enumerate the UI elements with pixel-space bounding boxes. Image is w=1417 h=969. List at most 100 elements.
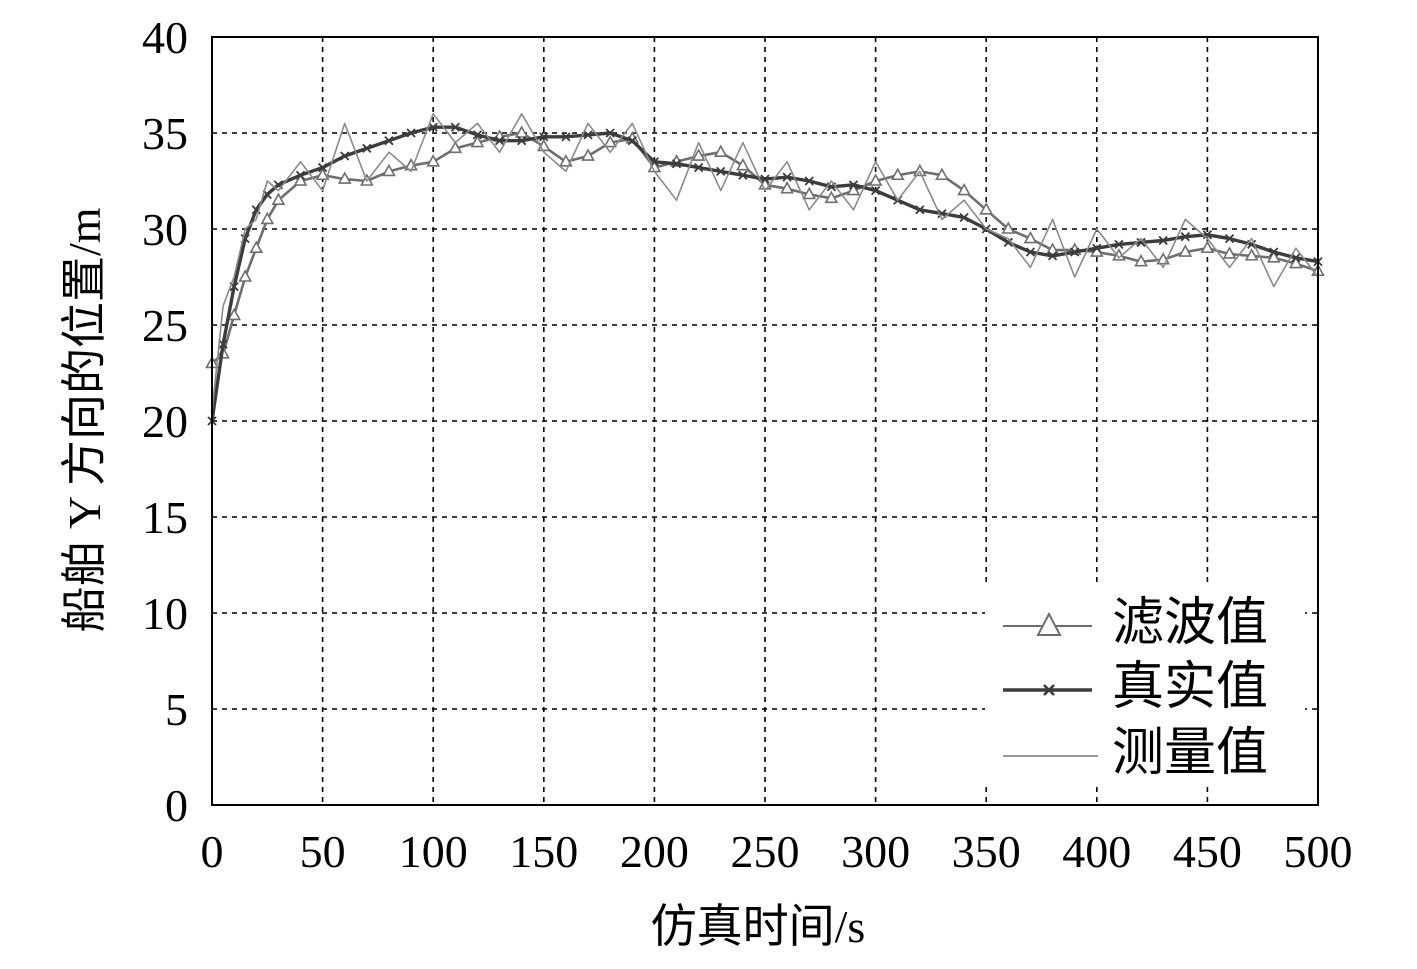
data-point-true [671,159,682,169]
data-point-filtered [603,134,618,148]
series-group [205,113,1325,426]
legend-box [985,585,1305,785]
x-tick-label: 250 [731,826,800,877]
data-point-true [539,132,549,142]
data-point-true [362,143,372,153]
data-point-filtered [470,134,485,148]
y-tick-label: 30 [142,204,188,255]
data-point-filtered [824,190,839,204]
x-tick-label: 100 [399,826,468,877]
data-point-true [517,136,527,146]
x-axis-title: 仿真时间/s [651,901,866,952]
legend-label-measured: 测量值 [1112,725,1268,782]
data-point-true [870,185,881,196]
legend-label-true: 真实值 [1112,659,1268,716]
data-point-filtered [581,148,595,161]
data-point-true [1202,230,1213,240]
series-measured [211,113,1319,412]
data-point-filtered [227,307,241,321]
data-point-filtered [559,154,573,167]
data-point-true [1114,239,1124,249]
data-point-filtered [1244,248,1259,261]
data-point-filtered [1023,230,1038,244]
data-point-filtered [713,144,728,157]
data-point-true [494,136,505,146]
data-point-true [605,128,615,138]
x-tick-label: 50 [300,826,346,877]
data-point-filtered [1289,255,1303,269]
legend: 滤波值 真实值 测量值 [985,585,1305,785]
x-tick-label: 0 [201,826,224,877]
data-point-true [218,339,228,349]
data-point-true [627,136,637,146]
data-point-filtered [1222,246,1237,259]
data-point-filtered [736,157,750,171]
data-point-true [716,166,726,177]
x-tick-label: 450 [1173,826,1242,877]
y-tick-label: 5 [165,684,188,735]
y-tick-label: 10 [142,588,188,639]
data-point-true [959,212,969,223]
data-point-filtered [238,269,253,282]
data-point-filtered [802,186,817,200]
data-point-filtered [1134,253,1148,267]
data-point-true [915,205,925,215]
data-point-true [340,151,350,161]
data-point-filtered [1045,242,1060,255]
x-marker-icon [1043,684,1055,696]
data-point-true [1025,247,1036,257]
data-point-true [384,136,394,146]
data-point-true [428,122,438,132]
legend-item-filtered: 滤波值 [1003,595,1268,652]
y-tick-label: 20 [142,396,188,447]
data-point-true [1269,247,1279,257]
data-point-filtered [293,173,308,186]
data-point-true [561,132,571,142]
data-point-true [760,174,770,184]
x-tick-label: 300 [841,826,910,877]
data-point-filtered [514,125,529,138]
legend-label-filtered: 滤波值 [1112,595,1268,652]
triangle-marker-icon [1036,611,1062,636]
data-point-filtered [382,163,396,177]
y-tick-label: 25 [142,300,188,351]
series-true [207,122,1323,426]
y-axis-title: 船舶 Y 方向的位置/m [59,207,110,632]
data-point-filtered [868,173,883,186]
data-point-filtered [979,202,994,215]
data-point-true [1158,235,1168,246]
x-tick-label: 500 [1284,826,1353,877]
data-point-filtered [780,181,794,194]
data-point-true [782,172,792,182]
y-tick-label: 35 [142,108,188,159]
series-line-true [210,125,1319,422]
data-point-filtered [260,211,275,225]
data-point-true [583,130,593,140]
data-point-true [738,170,748,180]
axes: 0 50 100 150 200 250 300 350 400 450 500 0 5 10 15 20 25… [142,12,1353,877]
x-tick-label: 350 [952,826,1021,877]
data-point-true [804,176,814,186]
data-point-filtered [846,182,861,196]
data-point-true [450,122,460,132]
plot-frame [211,36,1319,806]
data-point-true [1224,233,1235,244]
series-filtered [205,125,1325,369]
legend-item-measured: 测量值 [1003,725,1268,782]
legend-item-true: 真实值 [1003,659,1268,716]
data-point-filtered [271,192,286,205]
y-tick-label: 15 [142,492,188,543]
x-tick-label: 200 [620,826,689,877]
data-point-true [317,162,328,173]
data-point-true [1136,237,1146,248]
series-line-measured [211,113,1319,412]
data-point-true [1180,232,1190,242]
data-point-filtered [912,163,927,177]
data-point-true [1047,251,1058,261]
data-point-filtered [691,148,706,161]
data-point-true [1070,247,1080,257]
data-point-filtered [935,167,949,181]
data-point-true [694,162,704,173]
data-point-true [406,128,416,138]
